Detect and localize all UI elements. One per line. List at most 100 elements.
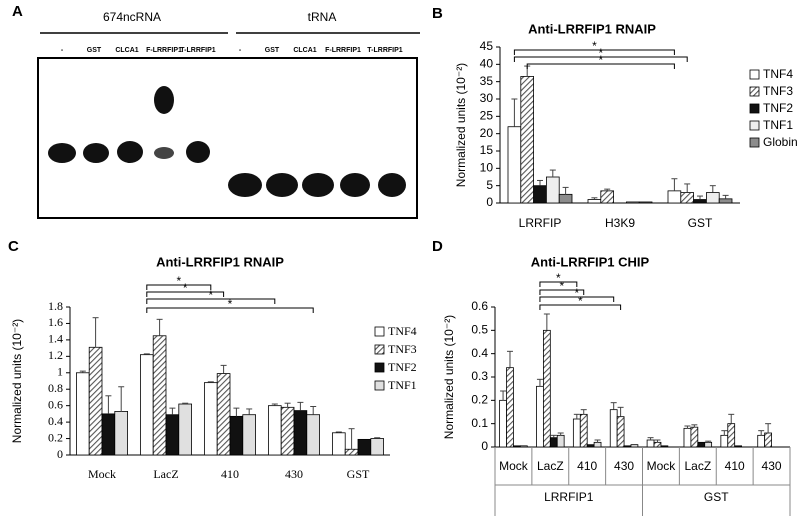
x-tick-label: 430 [285,467,303,481]
bar [704,441,713,448]
bar [683,427,692,448]
bar [280,406,295,456]
bar [764,432,772,448]
significance-bracket [539,296,615,302]
bar [152,335,167,456]
bar [660,445,669,448]
legend-swatch [749,120,760,131]
y-tick-label: 15 [480,143,494,157]
bar [203,382,218,456]
panel-label: B [432,5,443,22]
bar [536,385,544,448]
error-bar [118,386,125,412]
error-bar [511,98,518,127]
bar [165,414,180,456]
significance-bracket [146,291,225,297]
annotation: * [598,46,603,60]
panel-label: C [8,238,19,255]
significance-bracket [539,304,622,310]
y-axis-label: Normalized units (10⁻²) [10,319,24,443]
bar [331,432,346,456]
error-bar [207,381,214,383]
x-tick-label: 430 [762,459,782,473]
bar [720,434,729,448]
y-tick-label: 0 [486,195,493,209]
bar [520,76,534,204]
bar [609,409,618,448]
y-tick-label: 0.2 [471,393,488,407]
chart-title: Anti-LRRFIP1 RNAIP [528,21,656,36]
bar [579,413,588,448]
y-tick-label: 10 [480,161,494,175]
error-bar [684,425,691,429]
y-tick-label: 0.8 [48,381,63,395]
y-tick-label: 0.3 [471,369,488,383]
bar [546,176,560,204]
chart-title: Anti-LRRFIP1 CHIP [531,254,650,269]
legend-swatch [374,362,385,373]
panel-label: D [432,238,443,255]
error-bar [220,364,227,374]
significance-bracket [539,289,585,295]
x-tick-label: GST [688,216,713,230]
bar [101,413,116,456]
band [228,173,262,197]
error-bar [506,350,513,368]
error-bar [604,188,611,191]
legend-label: TNF1 [388,378,417,392]
legend-label: Globin [763,135,798,149]
error-bar [691,424,698,428]
legend-swatch [749,137,760,148]
bar [690,426,699,448]
lane-label: CLCA1 [115,47,138,54]
bar [718,198,733,204]
bar [667,190,682,204]
bar [506,367,514,448]
lane-label: CLCA1 [293,47,316,54]
x-group-label: GST [704,490,729,504]
annotation: * [598,53,603,67]
bands [48,86,406,197]
bar [293,410,308,456]
legend-label: TNF1 [763,118,793,132]
error-bar [284,402,291,408]
x-tick-label: Mock [499,459,529,473]
bar [693,199,707,204]
significance-bracket [146,307,314,313]
lane-label: - [61,47,64,54]
lane-label: F-LRRFIP1 [146,47,182,54]
y-tick-label: 0 [57,447,63,461]
lane-label: T-LRRFIP1 [180,47,215,54]
significance-bracket [146,284,212,290]
x-tick-label: LacZ [537,459,564,473]
annotation: * [578,294,583,308]
lane-label: - [239,47,242,54]
band [154,86,174,114]
y-tick-label: 5 [486,178,493,192]
significance-bracket [526,63,675,69]
legend-label: TNF3 [388,342,417,356]
legend-swatch [749,86,760,97]
y-tick-label: 1 [57,365,63,379]
error-bar [557,432,564,436]
x-tick-label: 410 [221,467,239,481]
x-tick-label: 430 [614,459,634,473]
bar [178,403,193,456]
legend-label: TNF3 [763,84,793,98]
bar [549,437,558,448]
bar [499,399,507,448]
bar [357,438,372,456]
error-bar [758,430,765,436]
error-bar [500,390,507,401]
error-bar [549,169,556,177]
x-tick-label: LacZ [153,467,178,481]
bar [600,190,614,204]
significance-bracket [513,49,675,55]
bar [344,448,359,456]
annotation: * [556,271,561,285]
y-tick-label: 45 [480,39,494,53]
y-tick-label: 0.1 [471,416,488,430]
error-bar [721,430,728,436]
error-bar [728,413,735,424]
bar [653,441,662,448]
